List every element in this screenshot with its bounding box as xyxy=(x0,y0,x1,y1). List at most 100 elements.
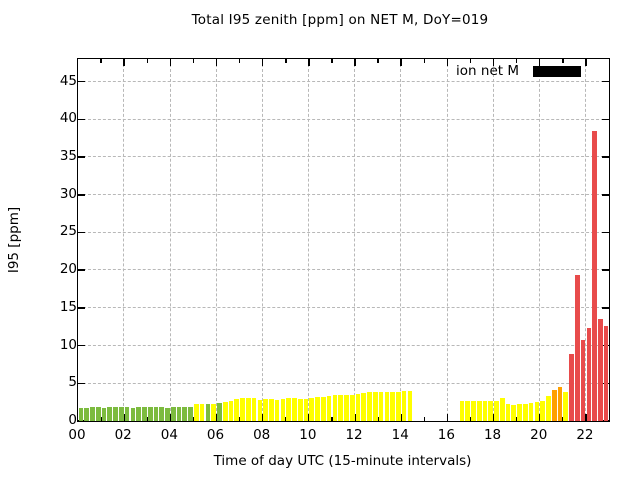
data-bar-0115 xyxy=(107,407,113,421)
data-bar-1800 xyxy=(494,400,499,421)
data-bar-1300 xyxy=(378,391,384,421)
data-bar-0445 xyxy=(188,407,193,421)
data-bar-0800 xyxy=(263,399,268,421)
data-bar-0530 xyxy=(205,403,211,421)
tick-mark xyxy=(238,417,241,421)
gridline-horizontal xyxy=(78,118,609,120)
tick-mark xyxy=(331,417,333,421)
data-bar-0330 xyxy=(159,407,165,421)
data-bar-1230 xyxy=(367,392,372,421)
tick-mark xyxy=(446,414,449,421)
data-bar-0515 xyxy=(199,404,205,421)
data-bar-1145 xyxy=(349,394,355,421)
gridline-vertical xyxy=(308,59,310,421)
data-bar-1130 xyxy=(344,394,349,421)
tick-mark xyxy=(238,59,241,63)
data-bar-0715 xyxy=(245,397,251,421)
tick-mark xyxy=(377,59,379,63)
data-bar-1730 xyxy=(482,401,488,421)
tick-mark xyxy=(354,59,356,66)
tick-mark xyxy=(261,59,264,66)
tick-mark xyxy=(515,59,518,63)
data-bar-1715 xyxy=(476,400,482,421)
tick-mark xyxy=(515,417,518,421)
tick-mark xyxy=(78,156,85,158)
data-bar-0100 xyxy=(101,407,107,421)
data-bar-0745 xyxy=(257,399,263,421)
data-bar-0615 xyxy=(222,402,228,421)
x-tick-label: 02 xyxy=(114,427,132,443)
data-bar-2000 xyxy=(540,401,545,421)
tick-mark xyxy=(331,59,333,63)
x-tick-label: 14 xyxy=(391,427,409,443)
data-bar-0845 xyxy=(280,399,286,421)
data-bar-1200 xyxy=(355,393,361,421)
tick-mark xyxy=(469,59,472,63)
tick-mark xyxy=(123,414,125,421)
x-tick-label: 10 xyxy=(299,427,317,443)
tick-mark xyxy=(400,414,402,421)
gridline-horizontal xyxy=(78,307,609,309)
data-bar-1330 xyxy=(390,391,395,421)
y-tick-label: 35 xyxy=(59,148,77,165)
gridline-horizontal xyxy=(78,156,609,158)
gridline-horizontal xyxy=(78,344,609,346)
tick-mark xyxy=(78,118,85,121)
tick-mark xyxy=(562,59,564,63)
tick-mark xyxy=(169,59,172,66)
data-bar-0930 xyxy=(297,399,303,421)
tick-mark xyxy=(377,417,379,421)
gridline-vertical xyxy=(215,59,217,421)
tick-mark xyxy=(78,307,85,309)
tick-mark xyxy=(602,118,609,121)
tick-mark xyxy=(585,59,587,66)
data-bar-1930 xyxy=(528,402,534,421)
tick-mark xyxy=(78,269,85,271)
tick-mark xyxy=(469,417,472,421)
gridline-vertical xyxy=(538,59,540,421)
tick-mark xyxy=(446,59,449,66)
tick-mark xyxy=(602,156,609,158)
data-bar-0945 xyxy=(303,399,309,421)
data-bar-2115 xyxy=(569,353,574,421)
data-bar-0030 xyxy=(90,407,95,421)
data-bar-0500 xyxy=(194,404,199,421)
data-bar-1900 xyxy=(517,404,522,421)
data-bar-0730 xyxy=(251,398,257,421)
data-bar-1045 xyxy=(326,396,332,421)
data-bar-1645 xyxy=(465,401,470,421)
data-bar-0430 xyxy=(182,407,188,421)
tick-mark xyxy=(602,231,609,234)
data-bar-1100 xyxy=(332,395,338,421)
tick-mark xyxy=(354,414,356,421)
chart-title: Total I95 zenith [ppm] on NET M, DoY=019 xyxy=(191,12,489,28)
data-bar-1745 xyxy=(488,400,494,421)
data-bar-0630 xyxy=(228,400,234,421)
tick-mark xyxy=(562,417,564,421)
data-bar-0815 xyxy=(269,399,274,421)
data-bar-0900 xyxy=(286,398,292,421)
x-tick-label: 12 xyxy=(345,427,363,443)
tick-mark xyxy=(100,417,102,421)
data-bar-1830 xyxy=(505,404,511,421)
gridline-vertical xyxy=(123,59,125,421)
data-bar-1915 xyxy=(523,403,528,421)
data-bar-0000 xyxy=(78,408,84,421)
data-bar-0015 xyxy=(84,407,90,421)
tick-mark xyxy=(423,417,426,421)
data-bar-0200 xyxy=(124,407,130,421)
tick-mark xyxy=(308,59,310,66)
data-bar-1000 xyxy=(309,397,315,421)
data-bar-0700 xyxy=(240,398,245,421)
data-bar-1415 xyxy=(407,390,413,421)
tick-mark xyxy=(602,194,609,196)
data-bar-0315 xyxy=(153,407,159,421)
tick-mark xyxy=(261,414,264,421)
data-bar-1700 xyxy=(471,400,476,421)
data-bar-1630 xyxy=(459,401,465,421)
data-bar-1815 xyxy=(499,398,505,421)
data-bar-1945 xyxy=(534,402,540,421)
data-bar-0045 xyxy=(95,407,101,421)
y-tick-label: 5 xyxy=(68,374,77,391)
